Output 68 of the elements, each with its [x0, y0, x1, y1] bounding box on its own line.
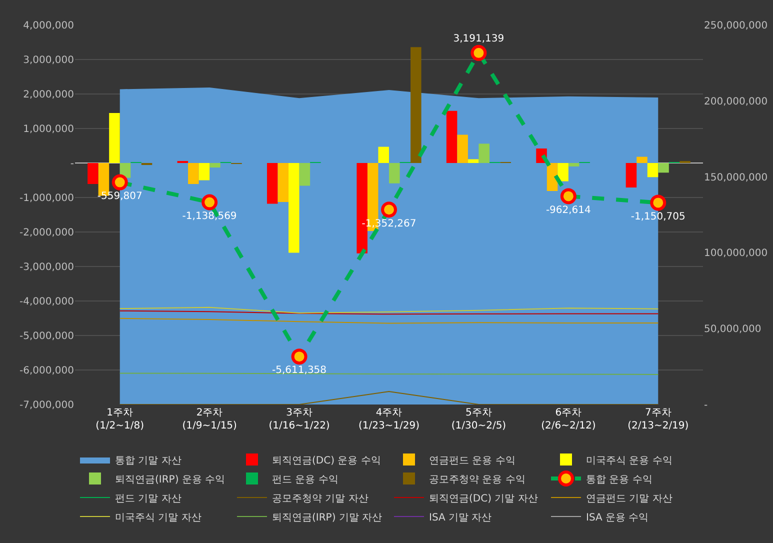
x-tick-label: 3주차 (1/16~1/22)	[268, 408, 330, 432]
legend-label: 미국주식 운용 수익	[586, 455, 672, 466]
y2-tick-label: 250,000,000	[704, 20, 768, 32]
y-tick-label: 2,000,000	[23, 90, 74, 100]
legend-label: ISA 기말 자산	[429, 512, 492, 524]
bar	[210, 163, 220, 168]
bar	[288, 163, 300, 253]
bar	[647, 163, 658, 178]
legend-label: 퇴직연금(DC) 기말 자산	[429, 493, 538, 504]
bar	[457, 134, 468, 163]
y2-tick-label: 200,000,000	[704, 96, 768, 108]
y-tick-label: -7,000,000	[19, 400, 74, 411]
x-tick-label: 2주차 (1/9~1/15)	[182, 408, 238, 432]
bar	[389, 163, 400, 184]
x-tick-label: 7주차 (2/13~2/19)	[628, 408, 689, 432]
bar	[468, 159, 479, 163]
legend-label: 펀드 기말 자산	[115, 493, 182, 504]
y-tick-label: -3,000,000	[19, 262, 74, 273]
y-tick-label: 3,000,000	[23, 55, 74, 66]
y2-tick-label: -	[704, 400, 708, 411]
data-label: 3,191,139	[453, 33, 504, 44]
legend-label: 펀드 운용 수익	[272, 474, 338, 486]
x-tick-label: 1주차 (1/2~1/8)	[96, 408, 144, 432]
bar	[109, 112, 120, 163]
bar	[658, 163, 669, 173]
legend-label: 퇴직연금(IRP) 운용 수익	[115, 474, 226, 486]
legend-label: 연금펀드 기말 자산	[586, 493, 672, 504]
y-tick-label: -1,000,000	[19, 193, 74, 204]
y-tick-label: -	[70, 158, 74, 170]
bar	[568, 163, 580, 166]
legend-label: 공모주청약 운용 수익	[429, 474, 526, 486]
bar	[478, 144, 490, 163]
y-tick-label: -5,000,000	[19, 331, 74, 342]
legend-label: 연금펀드 운용 수익	[429, 455, 516, 466]
y-tick-label: 1,000,000	[23, 124, 74, 135]
x-tick-label: 6주차 (2/6~2/12)	[541, 408, 596, 432]
bar	[188, 163, 199, 184]
y2-tick-label: 100,000,000	[704, 248, 768, 260]
bar	[378, 146, 389, 163]
bar	[278, 163, 289, 202]
bar	[299, 163, 310, 186]
bar	[558, 163, 568, 182]
bar	[546, 163, 558, 191]
legend-label: 공모주청약 기말 자산	[272, 493, 368, 504]
y-tick-label: -6,000,000	[19, 366, 74, 376]
bar	[410, 47, 422, 163]
bar	[626, 163, 637, 188]
x-tick-label: 4주차 (1/23~1/29)	[358, 408, 420, 432]
y2-tick-label: 150,000,000	[704, 172, 768, 184]
data-label: -1,138,569	[182, 210, 237, 222]
y-tick-label: -4,000,000	[19, 296, 74, 308]
data-label: -962,614	[546, 204, 591, 216]
data-label: -559,807	[97, 190, 142, 202]
legend-label: 통합 기말 자산	[115, 455, 182, 466]
bar	[266, 163, 278, 204]
legend-label: 퇴직연금(DC) 운용 수익	[272, 455, 381, 466]
legend-label: 퇴직연금(IRP) 기말 자산	[272, 512, 382, 524]
bar	[636, 156, 648, 163]
y-tick-label: -2,000,000	[19, 228, 74, 238]
bar	[198, 163, 210, 180]
legend-label: 미국주식 기말 자산	[115, 512, 202, 524]
y2-tick-label: 50,000,000	[704, 324, 762, 336]
legend-label: 통합 운용 수익	[586, 474, 652, 486]
bar	[88, 163, 98, 184]
legend-label: ISA 운용 수익	[586, 512, 649, 524]
bar	[446, 110, 458, 163]
y-tick-label: 4,000,000	[23, 20, 74, 32]
x-tick-label: 5주차 (1/30~2/5)	[451, 408, 506, 432]
